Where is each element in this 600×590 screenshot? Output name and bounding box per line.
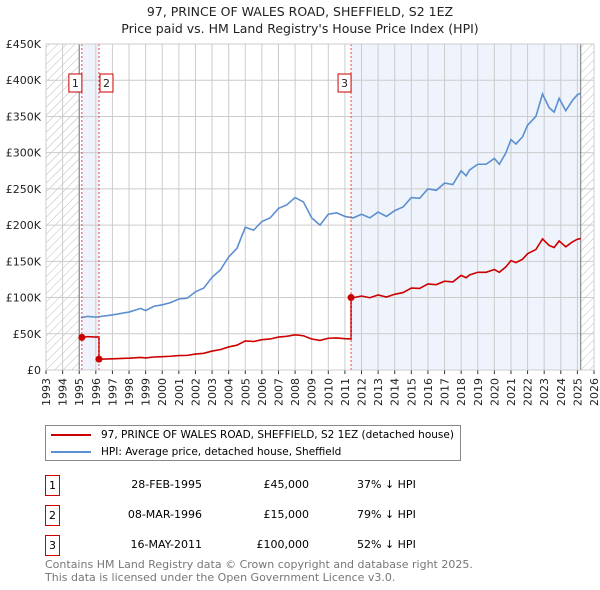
sale-price: £15,000 [263,508,310,521]
x-tick-label: 1997 [106,378,119,406]
x-tick-label: 2016 [422,378,435,406]
x-tick-label: 2007 [272,378,285,406]
y-tick-label: £100K [6,292,42,305]
sale-price: £100,000 [256,538,310,551]
sale-badge [68,73,83,93]
chart-title: 97, PRINCE OF WALES ROAD, SHEFFIELD, S2 … [146,4,454,19]
y-tick-label: £450K [6,38,42,51]
sale-hpi-diff: 79% ↓ HPI [357,508,416,521]
sale-badge-label: 3 [341,77,348,90]
sale-date: 08-MAR-1996 [127,508,202,521]
footer-line: Contains HM Land Registry data © Crown c… [45,558,473,571]
sale-number-badge: 1 [45,475,60,496]
y-tick-label: £0 [27,364,41,377]
chart-subtitle: Price paid vs. HM Land Registry's House … [121,21,479,36]
sale-badge-label: 2 [103,77,110,90]
y-tick-label: £50K [13,328,42,341]
sale-price: £45,000 [263,478,310,491]
sale-badge [99,73,114,93]
x-tick-label: 2013 [372,378,385,406]
plot-area: 1993 1994 1995 1996 1997 1998 1999 2000 2001 2002… [6,38,600,406]
no-data-hatch-right [580,44,594,370]
x-tick-label: 2003 [206,378,219,406]
ownership-shade [81,44,99,370]
legend: 97, PRINCE OF WALES ROAD, SHEFFIELD, S2 … [45,425,461,461]
legend-item-hpi: HPI: Average price, detached house, Shef… [51,444,341,460]
sale-date: 16-MAY-2011 [130,538,202,551]
y-tick-label: £300K [6,147,42,160]
x-tick-label: 1995 [73,378,86,406]
ownership-shade [351,44,581,370]
x-tick-label: 2000 [156,378,169,406]
sale-badge [337,73,352,93]
sale-hpi-diff: 52% ↓ HPI [357,538,416,551]
x-tick-label: 2002 [189,378,202,406]
x-tick-label: 2018 [455,378,468,406]
x-tick-label: 2024 [555,378,568,406]
x-tick-label: 2009 [306,378,319,406]
y-tick-label: £200K [6,219,42,232]
x-tick-label: 2011 [339,378,352,406]
table-row: 3 16-MAY-2011 £100,000 52% ↓ HPI [45,535,465,557]
y-tick-label: £250K [6,183,42,196]
y-tick-label: £150K [6,255,42,268]
x-tick-label: 2022 [522,378,535,406]
x-tick-label: 1993 [40,378,53,406]
sale-badge-label: 1 [72,77,79,90]
legend-item-property: 97, PRINCE OF WALES ROAD, SHEFFIELD, S2 … [51,427,454,443]
sale-hpi-diff: 37% ↓ HPI [357,478,416,491]
x-tick-label: 2023 [538,378,551,406]
table-row: 1 28-FEB-1995 £45,000 37% ↓ HPI [45,475,465,497]
x-tick-label: 2021 [505,378,518,406]
x-tick-label: 2006 [256,378,269,406]
x-tick-label: 2004 [223,378,236,406]
x-tick-label: 2001 [173,378,186,406]
x-tick-label: 2019 [472,378,485,406]
x-tick-label: 1996 [90,378,103,406]
x-tick-label: 1999 [140,378,153,406]
legend-line-red [51,434,91,436]
sale-point [347,294,355,302]
y-tick-label: £350K [6,110,42,123]
x-tick-label: 2015 [405,378,418,406]
y-tick-label: £400K [6,74,42,87]
sale-point [78,333,86,341]
x-tick-label: 2014 [389,378,402,406]
x-tick-label: 2012 [356,378,369,406]
footer: Contains HM Land Registry data © Crown c… [45,558,473,584]
plot-border [45,43,595,371]
x-tick-label: 2005 [239,378,252,406]
sale-number-badge: 3 [45,535,60,556]
legend-line-blue [51,451,91,453]
x-tick-label: 2025 [571,378,584,406]
footer-line: This data is licensed under the Open Gov… [45,571,396,584]
x-tick-label: 1998 [123,378,136,406]
hpi-line [80,91,582,319]
table-row: 2 08-MAR-1996 £15,000 79% ↓ HPI [45,505,465,527]
legend-label: 97, PRINCE OF WALES ROAD, SHEFFIELD, S2 … [101,429,454,441]
sale-point [95,355,103,363]
sale-number-badge: 2 [45,505,60,526]
x-tick-label: 2010 [322,378,335,406]
x-tick-label: 1994 [57,378,70,406]
legend-label: HPI: Average price, detached house, Shef… [101,446,342,458]
x-tick-label: 2017 [439,378,452,406]
x-tick-label: 2020 [488,378,501,406]
x-tick-label: 2026 [588,378,600,406]
x-tick-label: 2008 [289,378,302,406]
sale-date: 28-FEB-1995 [131,478,202,491]
